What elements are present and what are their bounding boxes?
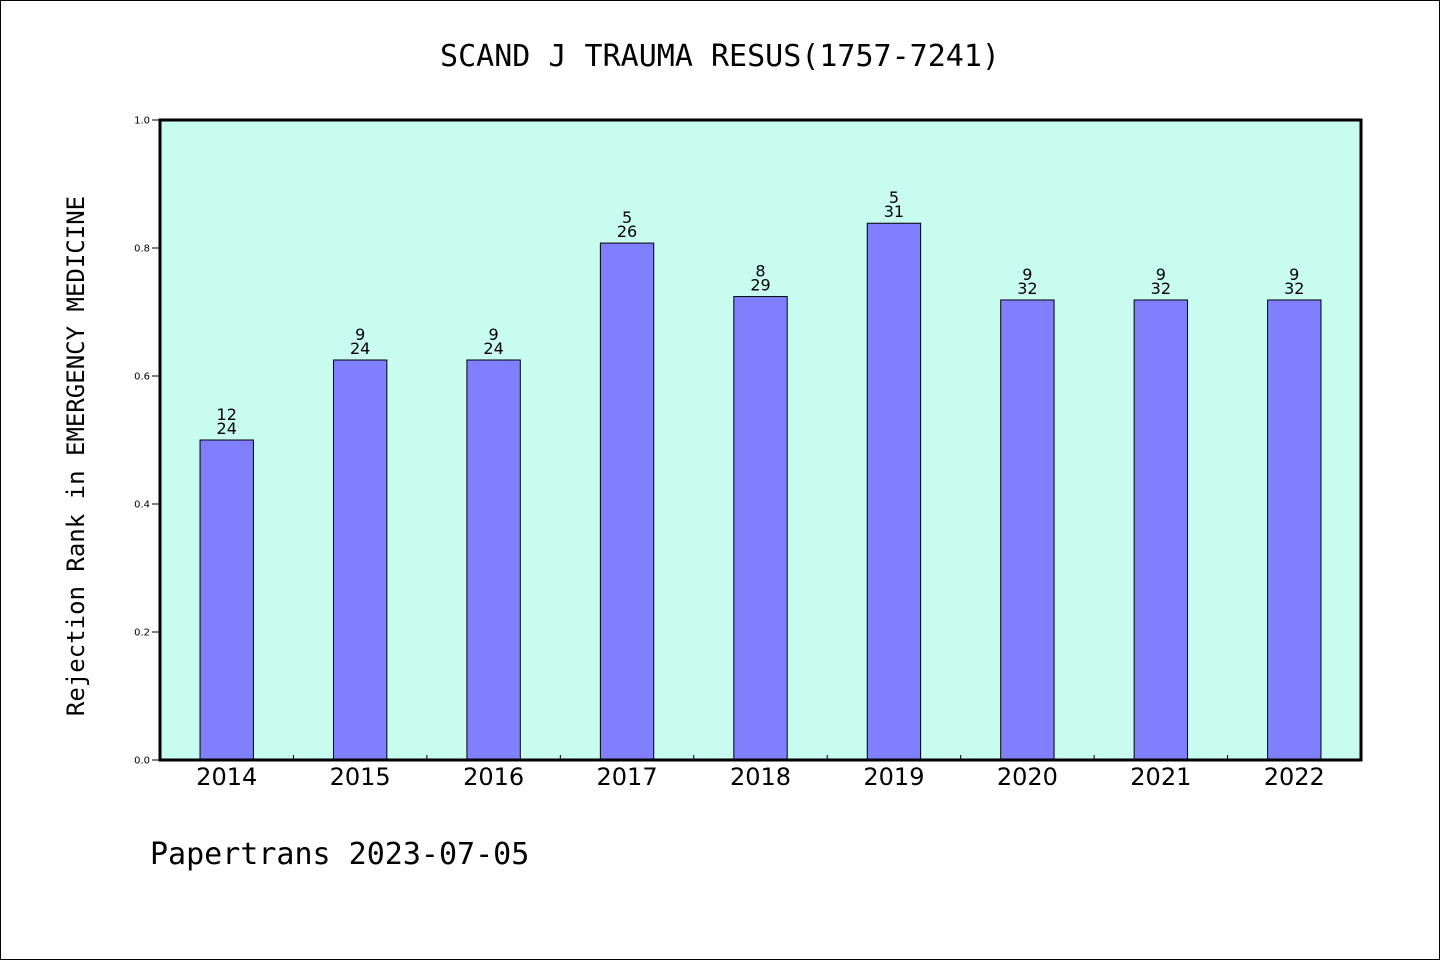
y-axis: 0.0 0.2 0.4 0.6 0.8 1.0 — [134, 116, 160, 767]
bar-total-label: 24 — [483, 339, 503, 358]
x-tick-label: 2019 — [863, 763, 924, 791]
x-tick-label: 2016 — [463, 763, 524, 791]
y-tick-label: 0.6 — [134, 372, 150, 383]
bar-2021 — [1133, 299, 1189, 761]
bar-rank-label: 9 — [1289, 265, 1299, 284]
bar-rank-label: 9 — [489, 325, 499, 344]
bar-rank-label: 8 — [755, 262, 765, 281]
y-tick-label: 0.2 — [134, 628, 150, 639]
bar-total-label: 32 — [1151, 279, 1171, 298]
bar-rank-label: 5 — [889, 188, 899, 207]
bar-2020 — [1000, 299, 1055, 761]
x-tick-label: 2022 — [1264, 763, 1325, 791]
bar-total-label: 24 — [217, 419, 237, 438]
x-tick-label: 2018 — [730, 763, 791, 791]
bar-rank-label: 9 — [355, 325, 365, 344]
y-tick-label: 0.0 — [134, 756, 150, 767]
bar-2022 — [1267, 299, 1322, 761]
bar-total-label: 26 — [617, 222, 637, 241]
bar-rank-label: 5 — [622, 208, 632, 227]
x-tick-label: 2015 — [330, 763, 391, 791]
bar-rank-label: 12 — [217, 405, 237, 424]
y-tick-label: 0.8 — [134, 244, 150, 255]
x-tick-label: 2020 — [997, 763, 1058, 791]
x-tick-label: 2021 — [1130, 763, 1191, 791]
bar-2018 — [733, 296, 788, 761]
x-tick-label: 2014 — [196, 763, 257, 791]
chart-title: SCAND J TRAUMA RESUS(1757-7241) — [440, 39, 1000, 74]
bars-group — [199, 222, 1322, 761]
bar-total-label: 29 — [750, 276, 770, 295]
bar-2019 — [866, 222, 922, 761]
plot-border — [158, 118, 1363, 762]
bar-2017 — [599, 242, 655, 761]
y-tick-label: 0.4 — [134, 500, 150, 511]
bar-2015 — [332, 359, 388, 761]
bar-total-label: 31 — [884, 202, 904, 221]
bar-rank-label: 9 — [1022, 265, 1032, 284]
y-axis-label: Rejection Rank in EMERGENCY MEDICINE — [62, 196, 90, 716]
bar-total-label: 32 — [1017, 279, 1037, 298]
bar-total-label: 32 — [1284, 279, 1304, 298]
bar-rank-label: 9 — [1156, 265, 1166, 284]
bar-2014 — [199, 439, 254, 761]
footer-credit: Papertrans 2023-07-05 — [150, 837, 529, 872]
x-tick-label: 2017 — [597, 763, 658, 791]
x-axis: 2014 2015 2016 2017 2018 2019 2020 2021 2022 — [196, 755, 1325, 791]
bar-total-label: 24 — [350, 339, 370, 358]
y-tick-label: 1.0 — [134, 116, 150, 127]
bar-2016 — [466, 359, 521, 761]
